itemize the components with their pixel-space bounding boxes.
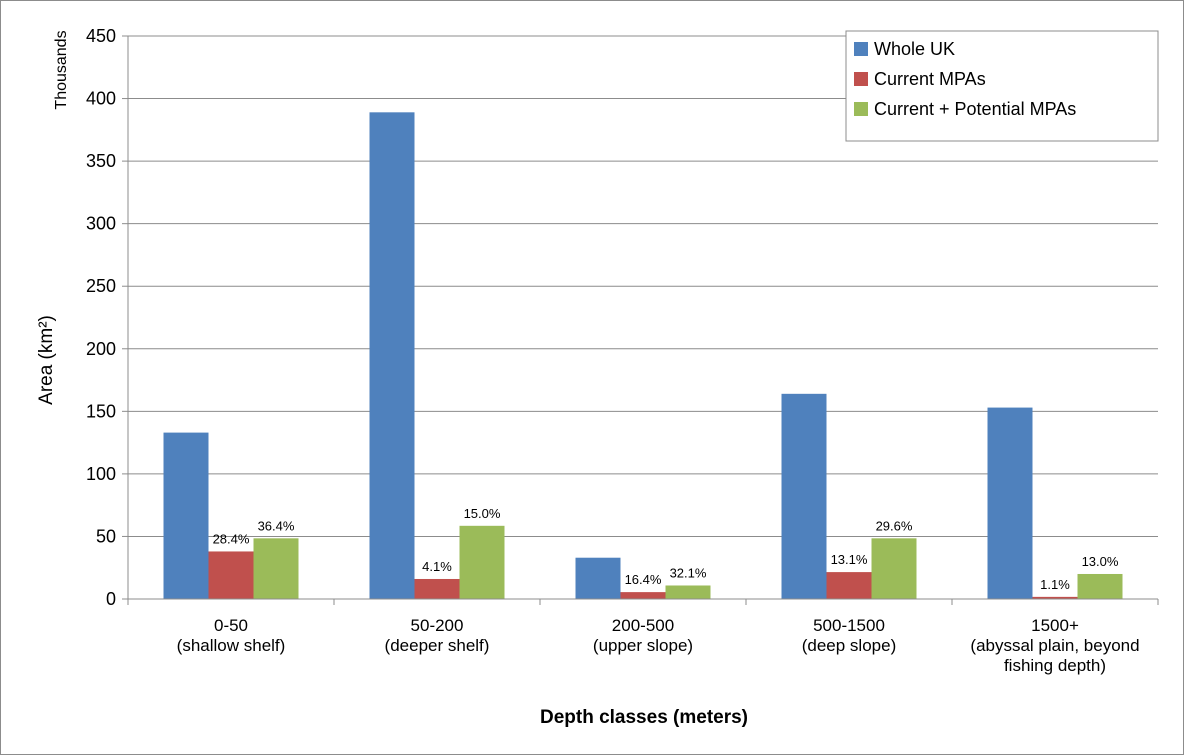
bar xyxy=(1077,573,1123,599)
y-tick-label: 450 xyxy=(86,26,116,46)
data-label: 13.1% xyxy=(831,552,868,567)
bar xyxy=(781,393,827,599)
y-tick-label: 50 xyxy=(96,526,116,546)
x-tick-label: (deeper shelf) xyxy=(385,636,490,655)
legend-box xyxy=(845,30,1159,142)
x-tick-label: 200-500 xyxy=(612,616,674,635)
data-label: 32.1% xyxy=(670,565,707,580)
y-tick-label: 250 xyxy=(86,276,116,296)
x-tick-label: (deep slope) xyxy=(802,636,897,655)
y-units-label: Thousands xyxy=(53,30,70,109)
bar xyxy=(1032,596,1078,599)
data-label: 16.4% xyxy=(625,572,662,587)
y-tick-label: 350 xyxy=(86,151,116,171)
data-label: 13.0% xyxy=(1082,554,1119,569)
x-tick-label: 1500+ xyxy=(1031,616,1079,635)
x-tick-label: (shallow shelf) xyxy=(177,636,286,655)
bar xyxy=(253,538,299,599)
x-tick-label: 500-1500 xyxy=(813,616,885,635)
bar xyxy=(459,525,505,599)
data-label: 28.4% xyxy=(213,531,250,546)
y-tick-label: 0 xyxy=(106,589,116,609)
legend-label: Current + Potential MPAs xyxy=(874,99,1076,119)
data-label: 15.0% xyxy=(464,506,501,521)
y-tick-label: 400 xyxy=(86,89,116,109)
legend-swatch xyxy=(854,72,868,86)
data-label: 4.1% xyxy=(422,559,452,574)
bar xyxy=(665,585,711,599)
legend: Whole UK Current MPAs Current + Potential … xyxy=(845,30,1159,142)
bar xyxy=(871,538,917,599)
data-label: 1.1% xyxy=(1040,577,1070,592)
bar xyxy=(208,551,254,599)
x-tick-label: (upper slope) xyxy=(593,636,693,655)
x-tick-label: 0-50 xyxy=(214,616,248,635)
y-axis-title: Area (km²) xyxy=(36,315,57,405)
bar xyxy=(575,557,621,599)
x-tick-label: (abyssal plain, beyond xyxy=(970,636,1139,655)
data-label: 29.6% xyxy=(876,518,913,533)
y-tick-label: 200 xyxy=(86,339,116,359)
legend-swatch xyxy=(854,102,868,116)
data-labels: 28.4% 4.1% 16.4% 13.1% 1.1% 36.4% 15.0% 32.1% 29… xyxy=(213,506,1119,592)
x-tick-label: fishing depth) xyxy=(1004,656,1106,675)
x-axis-title: Depth classes (meters) xyxy=(540,707,748,728)
y-tick-label: 150 xyxy=(86,401,116,421)
y-tick-label: 300 xyxy=(86,214,116,234)
legend-label: Whole UK xyxy=(874,39,955,59)
x-tick-label: 50-200 xyxy=(411,616,464,635)
legend-label: Current MPAs xyxy=(874,69,986,89)
bar xyxy=(414,578,460,599)
data-label: 36.4% xyxy=(258,518,295,533)
bars xyxy=(163,112,1123,599)
bar xyxy=(369,112,415,599)
y-tick-label: 100 xyxy=(86,464,116,484)
bar xyxy=(163,432,209,599)
bar xyxy=(620,592,666,599)
legend-swatch xyxy=(854,42,868,56)
bar xyxy=(987,407,1033,599)
axes xyxy=(122,35,1159,605)
y-tick-labels: 0 50 100 150 200 250 300 350 400 450 xyxy=(86,26,116,609)
bar xyxy=(826,572,872,599)
x-tick-labels: 0-50(shallow shelf) 50-200(deeper shelf) 2… xyxy=(177,616,1140,675)
